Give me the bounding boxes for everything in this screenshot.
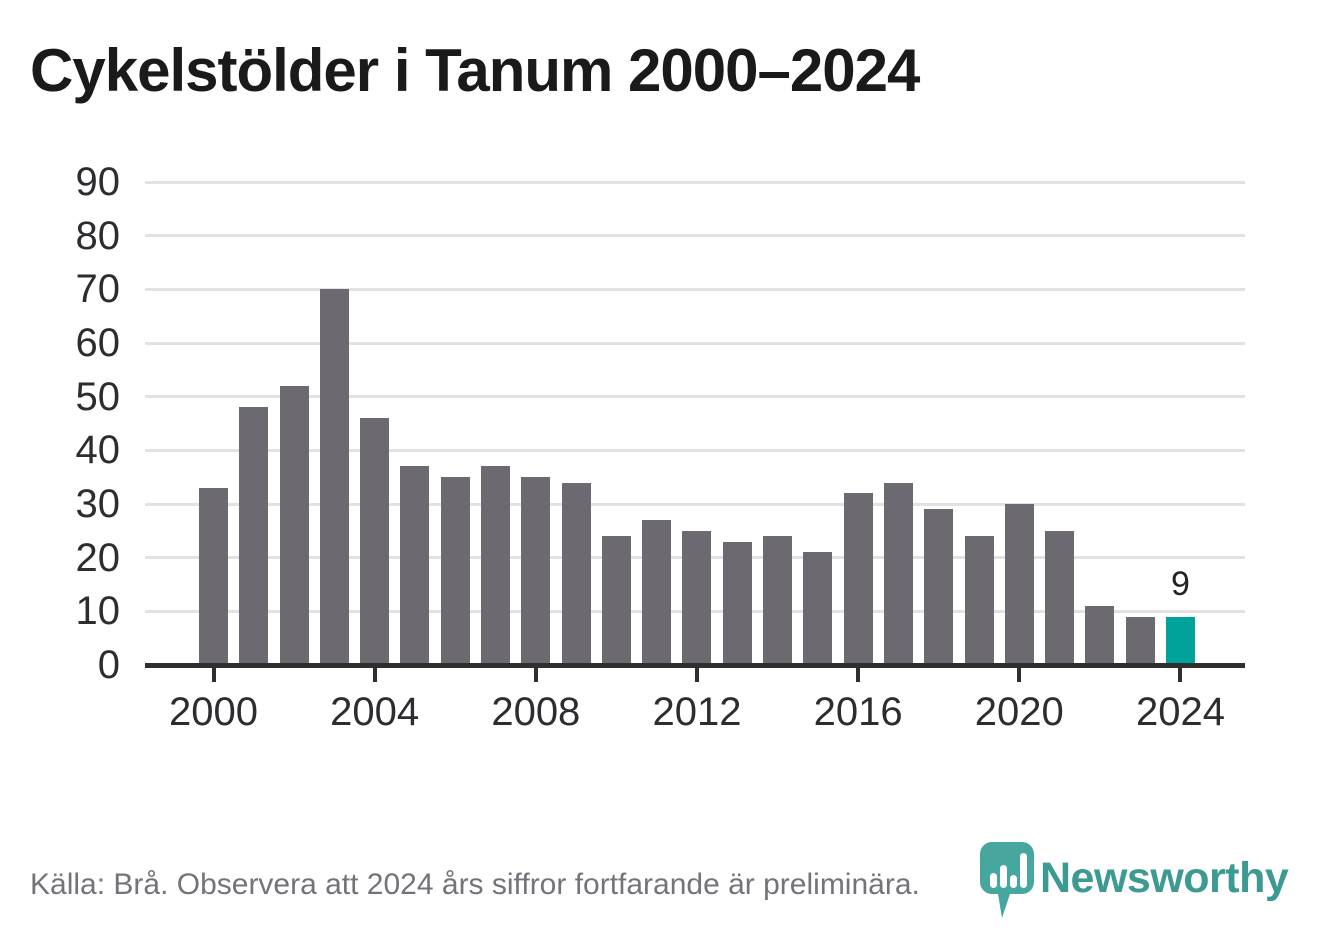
y-axis-label: 60 <box>75 321 121 365</box>
bar <box>883 482 913 665</box>
y-axis-label: 40 <box>75 428 121 473</box>
x-axis-tick <box>1178 668 1183 682</box>
y-axis-label: 0 <box>97 643 120 687</box>
bar <box>843 493 873 665</box>
bar <box>239 407 269 665</box>
bar <box>682 530 712 665</box>
newsworthy-logo: Newsworthy <box>979 841 1289 921</box>
gridline <box>145 287 1245 291</box>
newsworthy-pin-icon <box>980 842 1034 918</box>
bar <box>481 466 511 665</box>
x-axis-label: 2016 <box>813 690 903 734</box>
gridline <box>145 448 1245 452</box>
bar <box>1125 616 1155 665</box>
bar-highlighted <box>1165 616 1195 665</box>
y-axis-label: 50 <box>75 374 121 419</box>
bar <box>642 520 672 665</box>
x-axis-label: 2020 <box>974 690 1064 734</box>
gridline <box>145 502 1245 506</box>
bar <box>360 418 390 665</box>
bar <box>561 482 591 665</box>
x-axis-tick <box>372 668 377 682</box>
x-axis-tick <box>856 668 861 682</box>
y-axis-label: 10 <box>75 589 121 634</box>
gridline <box>145 180 1245 184</box>
y-axis-label: 20 <box>75 535 121 580</box>
bar <box>803 552 833 665</box>
bar <box>199 487 228 665</box>
x-axis-tick <box>211 668 216 682</box>
x-axis-tick <box>1017 668 1022 682</box>
newsworthy-wordmark: Newsworthy <box>1040 854 1289 902</box>
gridline <box>145 395 1245 399</box>
y-axis-label: 30 <box>75 482 121 526</box>
bar <box>763 536 793 665</box>
bar <box>400 466 430 665</box>
gridline <box>145 234 1245 238</box>
bar <box>722 541 752 665</box>
x-axis-tick <box>533 668 538 682</box>
x-axis-label: 2012 <box>652 690 742 734</box>
bar <box>964 536 994 665</box>
source-note: Källa: Brå. Observera att 2024 års siffr… <box>30 868 920 901</box>
x-axis-label: 2004 <box>330 690 420 734</box>
bar <box>1085 605 1115 665</box>
bar <box>1045 530 1075 665</box>
x-axis-label: 2008 <box>491 690 581 734</box>
y-axis-label: 80 <box>75 213 121 258</box>
page-title: Cykelstölder i Tanum 2000–2024 <box>30 37 920 104</box>
bar <box>521 477 551 665</box>
x-axis-label: 2024 <box>1135 690 1225 734</box>
x-axis-tick <box>694 668 699 682</box>
bar <box>279 385 309 665</box>
y-axis-label: 70 <box>75 267 121 312</box>
gridline <box>145 341 1245 345</box>
bar <box>440 477 470 665</box>
y-axis-label: 90 <box>75 160 121 204</box>
bar <box>1004 504 1034 665</box>
x-axis-label: 2000 <box>169 690 258 734</box>
bar <box>924 509 954 665</box>
data-label: 9 <box>1170 564 1190 603</box>
bar <box>319 289 349 665</box>
x-axis-line <box>145 663 1245 668</box>
bar <box>601 536 631 665</box>
